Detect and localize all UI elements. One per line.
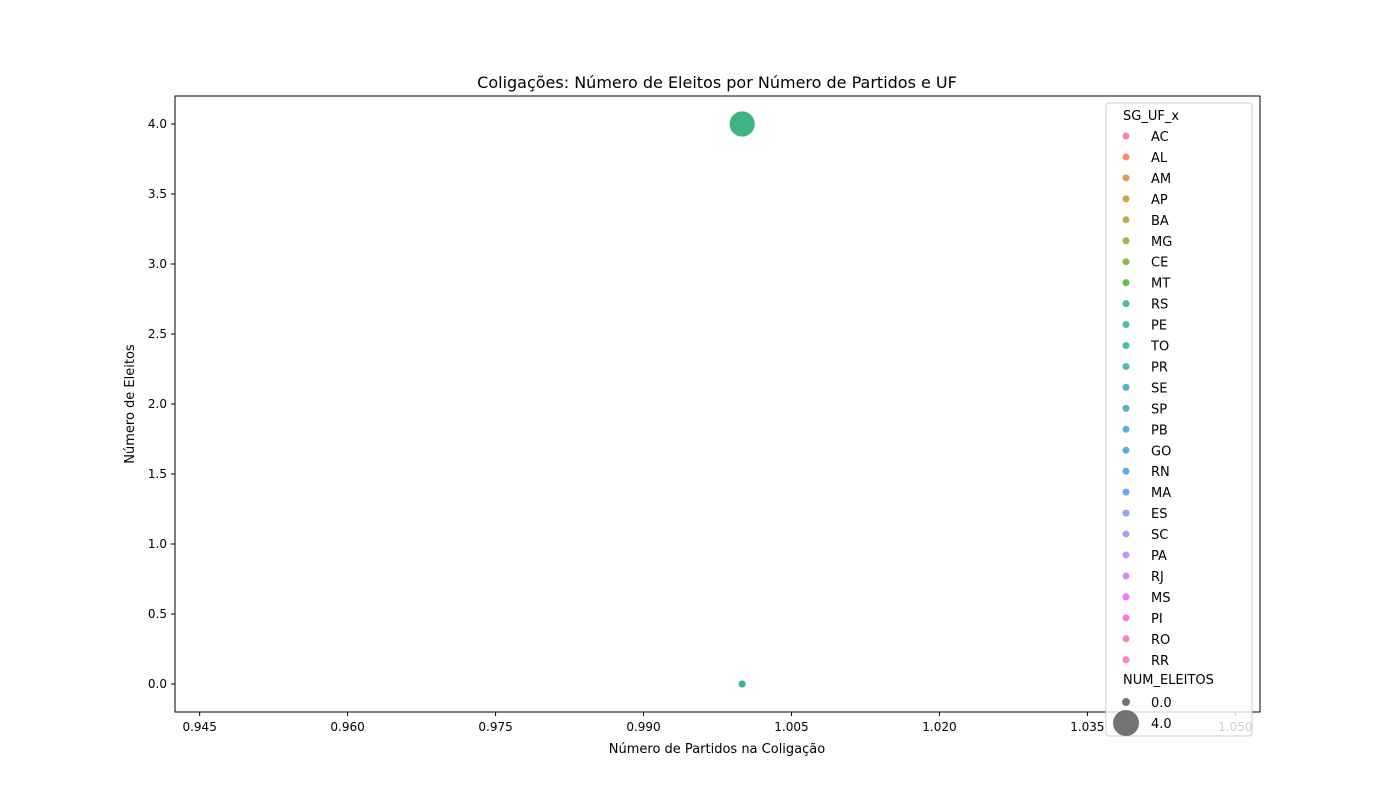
x-tick-label: 0.960 <box>330 720 364 734</box>
legend-label: AC <box>1151 130 1169 145</box>
legend-marker <box>1122 216 1130 224</box>
legend-size-label: 4.0 <box>1151 717 1172 732</box>
y-tick-label: 1.5 <box>148 467 167 481</box>
legend-marker <box>1122 195 1130 203</box>
legend-marker <box>1122 614 1130 622</box>
y-tick-label: 2.5 <box>148 327 167 341</box>
y-tick-label: 2.0 <box>148 397 167 411</box>
y-tick-label: 3.0 <box>148 257 167 271</box>
y-axis: 0.0 0.5 1.0 1.5 2.0 2.5 3.0 3.5 4.0 <box>148 117 175 691</box>
legend-label: AM <box>1151 172 1171 187</box>
x-tick-label: 1.005 <box>774 720 808 734</box>
legend-label: SP <box>1151 402 1167 417</box>
legend-label: PI <box>1151 612 1163 627</box>
legend-label: AL <box>1151 151 1168 166</box>
legend-label: RO <box>1151 633 1170 648</box>
legend-label: RN <box>1151 465 1170 480</box>
legend-marker <box>1122 153 1130 161</box>
data-point <box>728 110 756 138</box>
legend-label: TO <box>1150 340 1169 355</box>
legend-size-items: 0.04.0 <box>1113 696 1172 736</box>
legend-marker <box>1122 174 1130 182</box>
legend-marker <box>1122 593 1130 601</box>
x-tick-label: 0.990 <box>626 720 660 734</box>
legend-label: PE <box>1151 319 1167 334</box>
legend-label: RJ <box>1151 570 1164 585</box>
legend: SG_UF_x AC AL AM AP BA MG CE MT RS PE TO PR SE SP PB GO… <box>1105 102 1253 737</box>
legend-marker <box>1122 321 1130 329</box>
legend-label: PA <box>1151 549 1167 564</box>
legend-marker <box>1122 488 1130 496</box>
legend-marker <box>1122 572 1130 580</box>
legend-size-marker <box>1113 710 1139 736</box>
legend-label: MA <box>1151 486 1171 501</box>
legend-frame <box>1105 102 1253 737</box>
legend-label: MS <box>1151 591 1170 606</box>
x-tick-label: 0.945 <box>182 720 216 734</box>
legend-marker <box>1122 467 1130 475</box>
legend-marker <box>1122 635 1130 643</box>
legend-label: MT <box>1151 277 1170 292</box>
legend-marker <box>1122 530 1130 538</box>
y-tick-label: 4.0 <box>148 117 167 131</box>
x-tick-label: 0.975 <box>478 720 512 734</box>
legend-marker <box>1122 404 1130 412</box>
legend-marker <box>1122 446 1130 454</box>
chart-title: Coligações: Número de Eleitos por Número… <box>477 73 957 92</box>
legend-label: SE <box>1151 381 1167 396</box>
legend-marker <box>1122 551 1130 559</box>
legend-label: RR <box>1151 654 1169 669</box>
legend-marker <box>1122 342 1130 349</box>
plot-frame <box>174 95 1261 713</box>
x-axis-label: Número de Partidos na Coligação <box>609 742 825 757</box>
legend-label: GO <box>1151 444 1171 459</box>
legend-label: ES <box>1151 507 1167 522</box>
legend-marker <box>1122 300 1130 308</box>
legend-marker <box>1122 383 1130 391</box>
x-tick-label: 1.035 <box>1070 720 1104 734</box>
y-tick-label: 0.5 <box>148 607 167 621</box>
legend-label: RS <box>1151 298 1168 313</box>
legend-marker <box>1122 237 1130 245</box>
y-tick-label: 3.5 <box>148 187 167 201</box>
y-tick-label: 0.0 <box>148 677 167 691</box>
legend-label: BA <box>1151 214 1169 229</box>
data-points <box>728 110 756 689</box>
legend-marker <box>1122 656 1130 664</box>
legend-marker <box>1122 132 1130 140</box>
legend-marker <box>1122 362 1130 370</box>
legend-label: PB <box>1151 423 1168 438</box>
legend-label: MG <box>1151 235 1172 250</box>
legend-size-label: 0.0 <box>1151 696 1172 711</box>
data-point <box>737 679 747 689</box>
legend-marker <box>1122 258 1130 266</box>
y-tick-label: 1.0 <box>148 537 167 551</box>
legend-size-title: NUM_ELEITOS <box>1123 673 1214 688</box>
legend-marker <box>1122 425 1130 433</box>
legend-hue-items: AC AL AM AP BA MG CE MT RS PE TO PR SE SP PB GO RN MA ES SC… <box>1122 130 1172 669</box>
legend-hue-title: SG_UF_x <box>1123 109 1179 124</box>
legend-label: CE <box>1151 256 1168 271</box>
legend-label: PR <box>1151 360 1168 375</box>
legend-size-marker <box>1122 698 1130 706</box>
legend-label: SC <box>1151 528 1168 543</box>
y-axis-label: Número de Eleitos <box>123 344 138 464</box>
legend-marker <box>1122 509 1130 517</box>
x-tick-label: 1.020 <box>922 720 956 734</box>
legend-label: AP <box>1151 193 1168 208</box>
legend-marker <box>1122 279 1130 287</box>
